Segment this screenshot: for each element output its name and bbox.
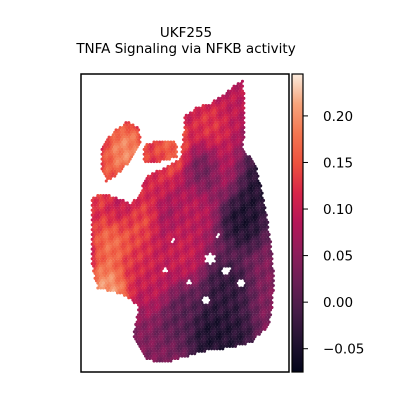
- spot: [258, 333, 261, 336]
- spot: [238, 342, 241, 345]
- spot: [168, 158, 171, 161]
- spot: [227, 265, 230, 268]
- spot: [109, 289, 112, 292]
- spot: [175, 155, 178, 158]
- spot: [113, 175, 116, 178]
- spot: [240, 277, 243, 280]
- spot: [105, 179, 108, 182]
- spot: [228, 345, 231, 348]
- spot-layer: [91, 80, 275, 363]
- spot: [152, 160, 155, 163]
- spot: [213, 347, 216, 350]
- spot: [204, 294, 207, 297]
- spot: [119, 170, 122, 173]
- spot: [119, 291, 122, 294]
- spot: [109, 177, 112, 180]
- spot: [197, 350, 200, 353]
- spot: [225, 345, 228, 348]
- spot: [172, 155, 175, 158]
- spot: [206, 252, 209, 255]
- spot: [123, 294, 126, 297]
- spot: [158, 160, 161, 163]
- spot: [211, 252, 214, 255]
- spot: [99, 286, 102, 289]
- spot: [218, 347, 221, 350]
- spot: [248, 340, 251, 343]
- spot: [150, 160, 153, 163]
- spot: [165, 158, 168, 161]
- spot: [263, 328, 266, 331]
- spot: [221, 347, 224, 350]
- spot: [126, 162, 129, 165]
- spot: [210, 347, 213, 350]
- spot: [231, 345, 234, 348]
- spot: [162, 158, 165, 161]
- spot: [102, 286, 105, 289]
- spot: [106, 289, 109, 292]
- spot: [116, 291, 119, 294]
- spot: [96, 286, 99, 289]
- spot: [216, 347, 219, 350]
- spot: [224, 265, 227, 268]
- spot: [147, 160, 150, 163]
- spot: [244, 342, 247, 345]
- spot: [144, 160, 147, 163]
- spot: [133, 301, 136, 304]
- spot: [112, 289, 115, 292]
- spot: [207, 347, 210, 350]
- spot: [127, 296, 130, 299]
- spot: [155, 160, 158, 163]
- spot: [251, 340, 254, 343]
- spot: [241, 342, 244, 345]
- spot: [234, 345, 237, 348]
- spot: [200, 350, 203, 353]
- spot: [203, 350, 206, 353]
